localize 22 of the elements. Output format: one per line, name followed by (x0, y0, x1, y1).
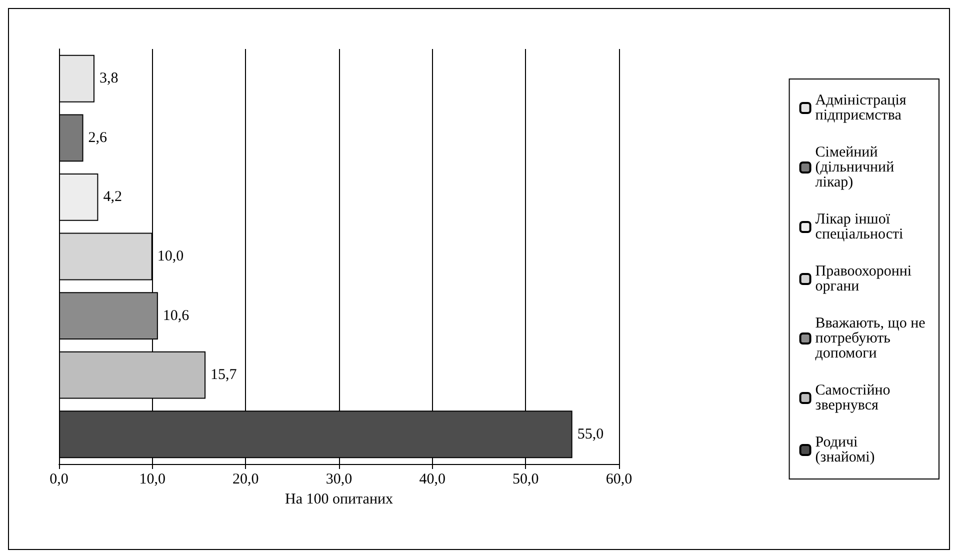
x-tick-label: 10,0 (139, 472, 166, 488)
data-label: 55,0 (577, 426, 604, 442)
legend-label: Сімейний (дільничний лікар) (815, 144, 898, 190)
legend-label: Самостійно звернувся (815, 382, 894, 414)
x-tick-label: 0,0 (50, 472, 68, 488)
legend-label: Лікар іншої спеціальності (815, 212, 904, 242)
x-axis-title: На 100 опитаних (285, 492, 394, 508)
x-tick-label: 30,0 (326, 472, 352, 488)
legend-label: Родичі (знайомі) (815, 434, 875, 466)
legend-label: Адміністрація підприємства (815, 92, 910, 124)
data-label: 10,6 (162, 308, 190, 324)
x-tick-label: 50,0 (512, 472, 539, 488)
x-tick-label: 20,0 (232, 472, 259, 488)
data-label: 2,6 (88, 130, 108, 146)
x-tick-label: 40,0 (419, 472, 446, 488)
data-label: 10,0 (157, 248, 184, 264)
data-label: 3,8 (99, 70, 118, 87)
data-label: 4,2 (103, 189, 122, 206)
legend-label: Вважають, що не потребують допомоги (815, 316, 930, 362)
legend-label: Правоохоронні органи (815, 264, 916, 294)
x-tick-label: 60,0 (606, 472, 632, 488)
data-label: 15,7 (210, 367, 238, 384)
